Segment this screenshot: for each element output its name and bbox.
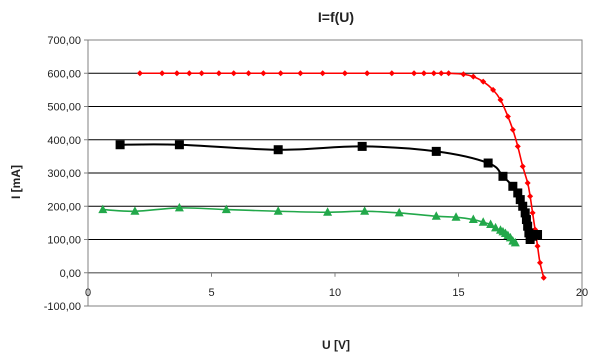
y-tick-label: 400,00 <box>47 135 81 147</box>
data-point-diamond <box>319 70 326 77</box>
data-point-diamond <box>514 143 521 150</box>
y-axis-label: I [mA] <box>9 165 23 199</box>
data-point-square <box>528 231 538 241</box>
data-point-diamond <box>341 70 348 77</box>
data-point-diamond <box>230 70 237 77</box>
data-point-square <box>273 145 283 155</box>
ticks-layer: -100,00 0,00 100,00 200,00 300,00 400,00 500,0… <box>44 35 588 313</box>
series-layer <box>98 70 547 281</box>
data-point-triangle <box>273 206 283 215</box>
data-point-diamond <box>388 70 395 77</box>
data-point-diamond <box>430 70 437 77</box>
data-point-diamond <box>537 259 544 266</box>
data-point-triangle <box>360 206 370 215</box>
y-tick-label: 600,00 <box>47 68 81 80</box>
data-point-square <box>521 215 531 225</box>
data-point-diamond <box>519 163 526 170</box>
data-point-square <box>513 188 523 198</box>
data-point-diamond <box>524 179 531 186</box>
x-axis-label: U [V] <box>322 338 350 352</box>
data-point-diamond <box>490 86 497 93</box>
data-point-diamond <box>245 70 252 77</box>
data-point-triangle <box>394 207 404 217</box>
y-tick-label: 0,00 <box>60 268 81 280</box>
y-tick-label: 500,00 <box>47 102 81 114</box>
x-tick-label: 0 <box>85 287 91 299</box>
x-tick-label: 5 <box>208 287 214 299</box>
data-point-diamond <box>198 70 205 77</box>
data-point-diamond <box>497 96 504 103</box>
series-line <box>120 143 538 241</box>
series-1 <box>136 70 547 281</box>
y-tick-label: -100,00 <box>44 301 81 313</box>
data-point-square <box>508 181 518 191</box>
data-point-diamond <box>173 70 180 77</box>
data-point-square <box>483 158 493 168</box>
x-tick-label: 15 <box>452 287 464 299</box>
data-point-diamond <box>445 70 452 77</box>
data-point-triangle <box>323 207 333 216</box>
data-point-triangle <box>486 219 496 229</box>
data-point-triangle <box>510 237 520 247</box>
y-tick-label: 300,00 <box>47 168 81 180</box>
data-point-diamond <box>460 71 467 78</box>
data-point-diamond <box>480 78 487 85</box>
data-point-diamond <box>527 193 534 200</box>
data-point-square <box>174 140 184 150</box>
data-point-diamond <box>215 70 222 77</box>
data-point-diamond <box>529 209 536 216</box>
data-point-square <box>498 171 508 181</box>
data-point-triangle <box>491 222 501 232</box>
data-point-square <box>431 146 441 156</box>
x-tick-label: 20 <box>576 287 588 299</box>
y-tick-label: 100,00 <box>47 235 81 247</box>
data-point-triangle <box>431 211 441 220</box>
data-point-triangle <box>130 206 140 215</box>
data-point-diamond <box>136 70 143 77</box>
data-point-diamond <box>364 70 371 77</box>
data-point-diamond <box>297 70 304 77</box>
data-point-square <box>523 221 533 231</box>
data-point-diamond <box>509 126 516 133</box>
grid-layer <box>88 72 582 274</box>
data-point-diamond <box>504 113 511 120</box>
data-point-diamond <box>470 73 477 80</box>
data-point-diamond <box>159 70 166 77</box>
x-tick-label: 10 <box>329 287 341 299</box>
data-point-triangle <box>478 217 488 226</box>
series-line <box>139 72 545 278</box>
data-point-diamond <box>186 70 193 77</box>
data-point-triangle <box>98 204 108 214</box>
axes-layer <box>84 39 583 307</box>
data-point-diamond <box>534 243 541 250</box>
series-3 <box>98 202 520 247</box>
data-point-square <box>515 195 525 205</box>
data-point-square <box>115 140 125 150</box>
data-point-diamond <box>540 274 547 281</box>
data-point-diamond <box>277 70 284 77</box>
series-line <box>102 207 516 244</box>
series-2 <box>115 140 543 244</box>
y-tick-label: 700,00 <box>47 35 81 47</box>
data-point-square <box>357 141 367 151</box>
data-point-square <box>520 208 530 218</box>
data-point-square <box>533 230 543 240</box>
data-point-triangle <box>221 204 231 214</box>
data-point-triangle <box>174 202 184 212</box>
data-point-square <box>518 201 528 211</box>
chart-title: I=f(U) <box>318 9 354 25</box>
data-point-diamond <box>420 70 427 77</box>
data-point-triangle <box>451 212 461 221</box>
data-point-diamond <box>411 70 418 77</box>
y-tick-label: 200,00 <box>47 201 81 213</box>
data-point-triangle <box>468 214 478 224</box>
data-point-diamond <box>438 70 445 77</box>
data-point-diamond <box>260 70 267 77</box>
